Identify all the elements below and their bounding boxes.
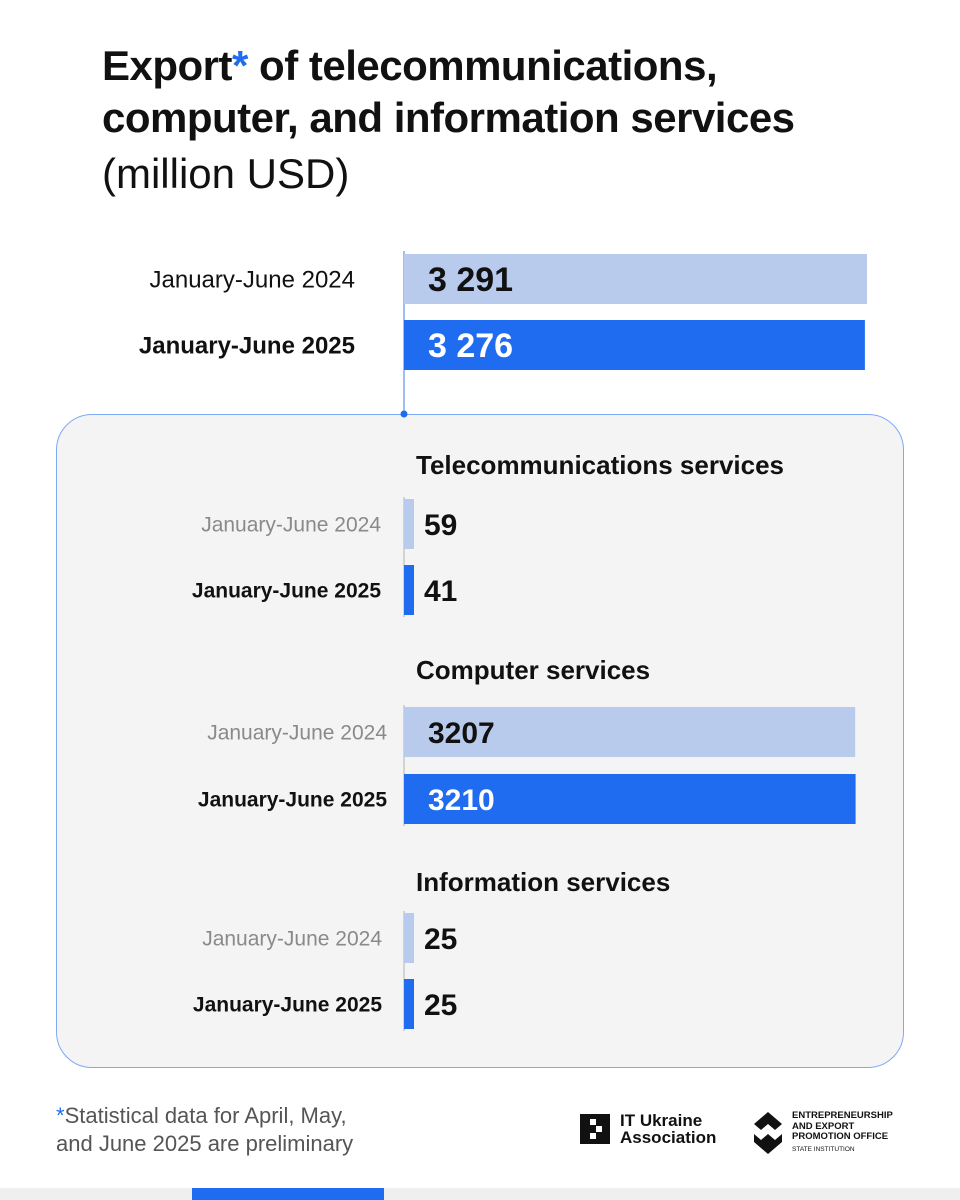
group-title: Information services: [416, 867, 670, 897]
bar: [404, 707, 856, 757]
data-label: 3 276: [428, 327, 513, 365]
footnote-text-2: and June 2025 are preliminary: [56, 1131, 354, 1156]
title-word: Export: [102, 42, 233, 89]
it-ukraine-line-2: Association: [620, 1128, 717, 1147]
bar: [404, 320, 865, 370]
bar: [404, 913, 414, 963]
bottom-strip: [0, 1188, 960, 1200]
bar: [404, 499, 414, 549]
category-label: January-June 2024: [207, 722, 387, 745]
bottom-accent: [192, 1188, 384, 1200]
data-label: 25: [424, 989, 457, 1022]
epo-emblem-icon: [754, 1112, 782, 1154]
footnote-line-1: *Statistical data for April, May,: [56, 1102, 353, 1130]
title-rest: of telecommunications,: [247, 42, 718, 89]
bar: [404, 979, 414, 1029]
it-ukraine-line-1: IT Ukraine: [620, 1111, 703, 1130]
epo-line-2: AND EXPORT: [792, 1120, 855, 1132]
data-label: 3 291: [428, 261, 513, 299]
data-label: 3210: [428, 784, 495, 817]
category-label: January-June 2024: [201, 514, 381, 537]
category-label: January-June 2025: [139, 333, 355, 360]
axis-connector-dot: [400, 410, 408, 418]
category-label: January-June 2024: [202, 928, 382, 951]
bar: [404, 254, 867, 304]
it-ukraine-icon: [580, 1114, 610, 1144]
group-title: Telecommunications services: [416, 450, 784, 480]
footnote-star: *: [56, 1103, 65, 1128]
category-label: January-June 2024: [150, 267, 355, 294]
footnote-text-1: Statistical data for April, May,: [64, 1103, 347, 1128]
data-label: 3207: [428, 717, 495, 750]
chart-title: Export* of telecommunications, computer,…: [102, 40, 795, 144]
epo-line-3: PROMOTION OFFICE: [792, 1131, 889, 1142]
it-ukraine-logo: IT Ukraine Association: [580, 1112, 716, 1146]
data-label: 41: [424, 575, 457, 608]
category-label: January-June 2025: [192, 580, 381, 603]
category-label: January-June 2025: [193, 994, 382, 1017]
category-label: January-June 2025: [198, 789, 387, 812]
bar: [404, 565, 414, 615]
title-star: *: [232, 42, 248, 89]
group-title: Computer services: [416, 655, 650, 685]
footnote: *Statistical data for April, May, and Ju…: [56, 1102, 353, 1158]
data-label: 25: [424, 923, 457, 956]
unit-label: (million USD): [102, 150, 350, 197]
epo-line-4: STATE INSTITUTION: [792, 1145, 855, 1153]
title-line-1: Export* of telecommunications,: [102, 40, 795, 92]
title-line-2: computer, and information services: [102, 94, 795, 141]
data-label: 59: [424, 509, 457, 542]
epo-logo: ENTREPRENEURSHIP AND EXPORT PROMOTION OF…: [752, 1110, 893, 1156]
bar: [404, 774, 856, 824]
epo-line-1: ENTREPRENEURSHIP: [792, 1110, 893, 1121]
